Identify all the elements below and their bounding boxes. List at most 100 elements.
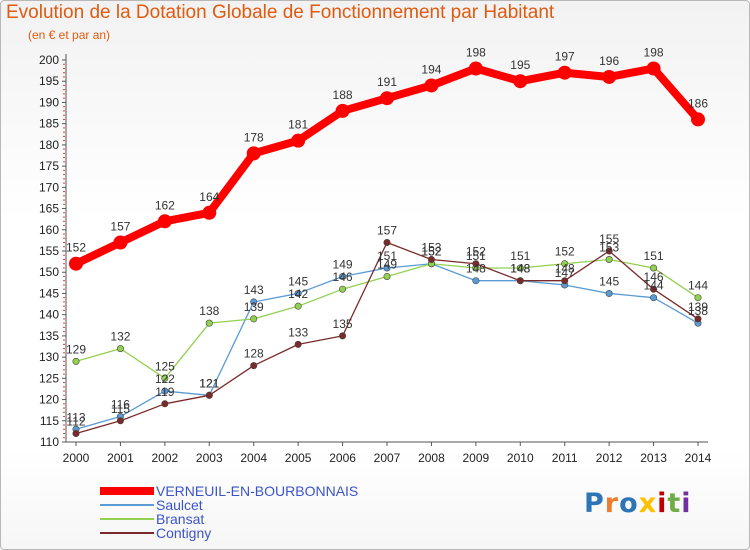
data-point xyxy=(383,264,391,272)
data-point xyxy=(694,315,702,323)
data-label: 151 xyxy=(377,249,397,263)
chart-title: Evolution de la Dotation Globale de Fonc… xyxy=(6,2,555,23)
x-tick-label: 2002 xyxy=(152,451,179,465)
data-point xyxy=(605,255,613,263)
data-point xyxy=(605,247,613,255)
axes: 110 115 120 125 130 135 140 145 150 155 160 165 170 1… xyxy=(39,53,712,465)
data-point xyxy=(339,332,347,340)
x-tick-label: 2010 xyxy=(507,451,534,465)
data-point xyxy=(472,260,480,268)
data-point xyxy=(161,374,169,382)
data-point xyxy=(561,277,569,285)
y-tick-label: 150 xyxy=(39,265,59,279)
legend-label: Saulcet xyxy=(156,497,203,513)
x-tick-label: 2009 xyxy=(463,451,490,465)
data-label: 148 xyxy=(466,262,486,276)
logo-letter: P xyxy=(584,488,605,519)
data-point xyxy=(380,91,394,106)
data-label: 116 xyxy=(111,398,130,412)
series-line xyxy=(75,263,699,430)
data-label: 142 xyxy=(288,287,308,301)
y-tick-label: 165 xyxy=(39,202,59,216)
data-label: 125 xyxy=(155,359,175,373)
data-label: 157 xyxy=(110,220,130,234)
x-tick-label: 2001 xyxy=(107,451,134,465)
data-point xyxy=(427,255,435,263)
legend-swatch xyxy=(100,504,154,506)
data-label: 188 xyxy=(333,88,353,102)
x-tick-label: 2013 xyxy=(640,451,667,465)
chart-subtitle: (en € et par an) xyxy=(28,28,111,42)
data-label: 198 xyxy=(644,45,664,59)
proxiti-logo: Proxiti xyxy=(584,488,692,519)
data-label: 155 xyxy=(599,232,619,246)
data-label: 143 xyxy=(244,283,264,297)
data-point xyxy=(69,256,83,271)
data-label: 133 xyxy=(288,325,308,339)
data-label: 147 xyxy=(555,266,575,280)
data-label: 164 xyxy=(199,190,219,204)
data-point xyxy=(339,285,347,293)
data-point xyxy=(650,285,658,293)
data-point xyxy=(291,133,306,148)
data-label: 119 xyxy=(155,385,174,399)
x-tick-label: 2012 xyxy=(596,451,623,465)
y-tick-label: 140 xyxy=(39,308,59,322)
y-tick-label: 200 xyxy=(39,53,59,67)
y-tick-label: 180 xyxy=(39,138,59,152)
x-tick-label: 2008 xyxy=(418,451,445,465)
data-label: 151 xyxy=(510,249,530,263)
data-label: 128 xyxy=(244,347,264,361)
data-label: 145 xyxy=(288,274,308,288)
data-label: 144 xyxy=(688,279,708,293)
data-point xyxy=(516,264,524,272)
data-point xyxy=(691,112,705,127)
data-point xyxy=(161,400,169,408)
legend-swatch xyxy=(100,532,154,534)
data-label: 152 xyxy=(66,241,86,255)
logo-letter: i xyxy=(681,488,692,519)
data-label: 115 xyxy=(111,402,130,416)
logo-letter: o xyxy=(619,488,639,519)
data-point xyxy=(561,260,569,268)
data-label: 146 xyxy=(644,270,664,284)
data-point xyxy=(602,69,617,84)
data-label: 151 xyxy=(466,249,486,263)
data-point xyxy=(468,61,483,76)
data-label: 139 xyxy=(688,300,708,314)
y-tick-label: 110 xyxy=(40,435,59,449)
data-label: 195 xyxy=(510,58,530,72)
y-tick-label: 170 xyxy=(39,180,59,194)
data-label: 152 xyxy=(421,245,441,259)
logo-letter: i xyxy=(657,488,668,519)
data-point xyxy=(205,319,213,327)
data-point xyxy=(294,289,302,297)
data-point xyxy=(72,430,80,438)
data-label: 162 xyxy=(155,198,175,212)
x-tick-label: 2014 xyxy=(685,451,712,465)
legend-label: Bransat xyxy=(156,511,205,527)
data-point xyxy=(72,357,80,365)
data-label: 148 xyxy=(510,262,530,276)
data-point xyxy=(335,103,350,118)
data-point xyxy=(513,74,528,89)
data-label: 121 xyxy=(199,376,219,390)
data-label: 196 xyxy=(599,54,619,68)
data-label: 157 xyxy=(377,224,397,238)
series-points xyxy=(69,61,705,438)
data-label: 138 xyxy=(199,304,219,318)
data-label: 145 xyxy=(599,274,619,288)
data-point xyxy=(424,78,439,93)
x-tick-label: 2011 xyxy=(552,451,578,465)
data-point xyxy=(157,214,172,229)
data-point xyxy=(205,391,213,399)
data-point xyxy=(605,289,613,297)
data-label: 144 xyxy=(644,279,664,293)
data-point xyxy=(339,272,347,280)
legend-swatch xyxy=(100,487,154,495)
data-label: 121 xyxy=(199,376,219,390)
y-tick-label: 135 xyxy=(39,329,59,343)
data-label: 148 xyxy=(510,262,530,276)
logo-letter: x xyxy=(638,488,658,519)
data-label: 198 xyxy=(466,45,486,59)
